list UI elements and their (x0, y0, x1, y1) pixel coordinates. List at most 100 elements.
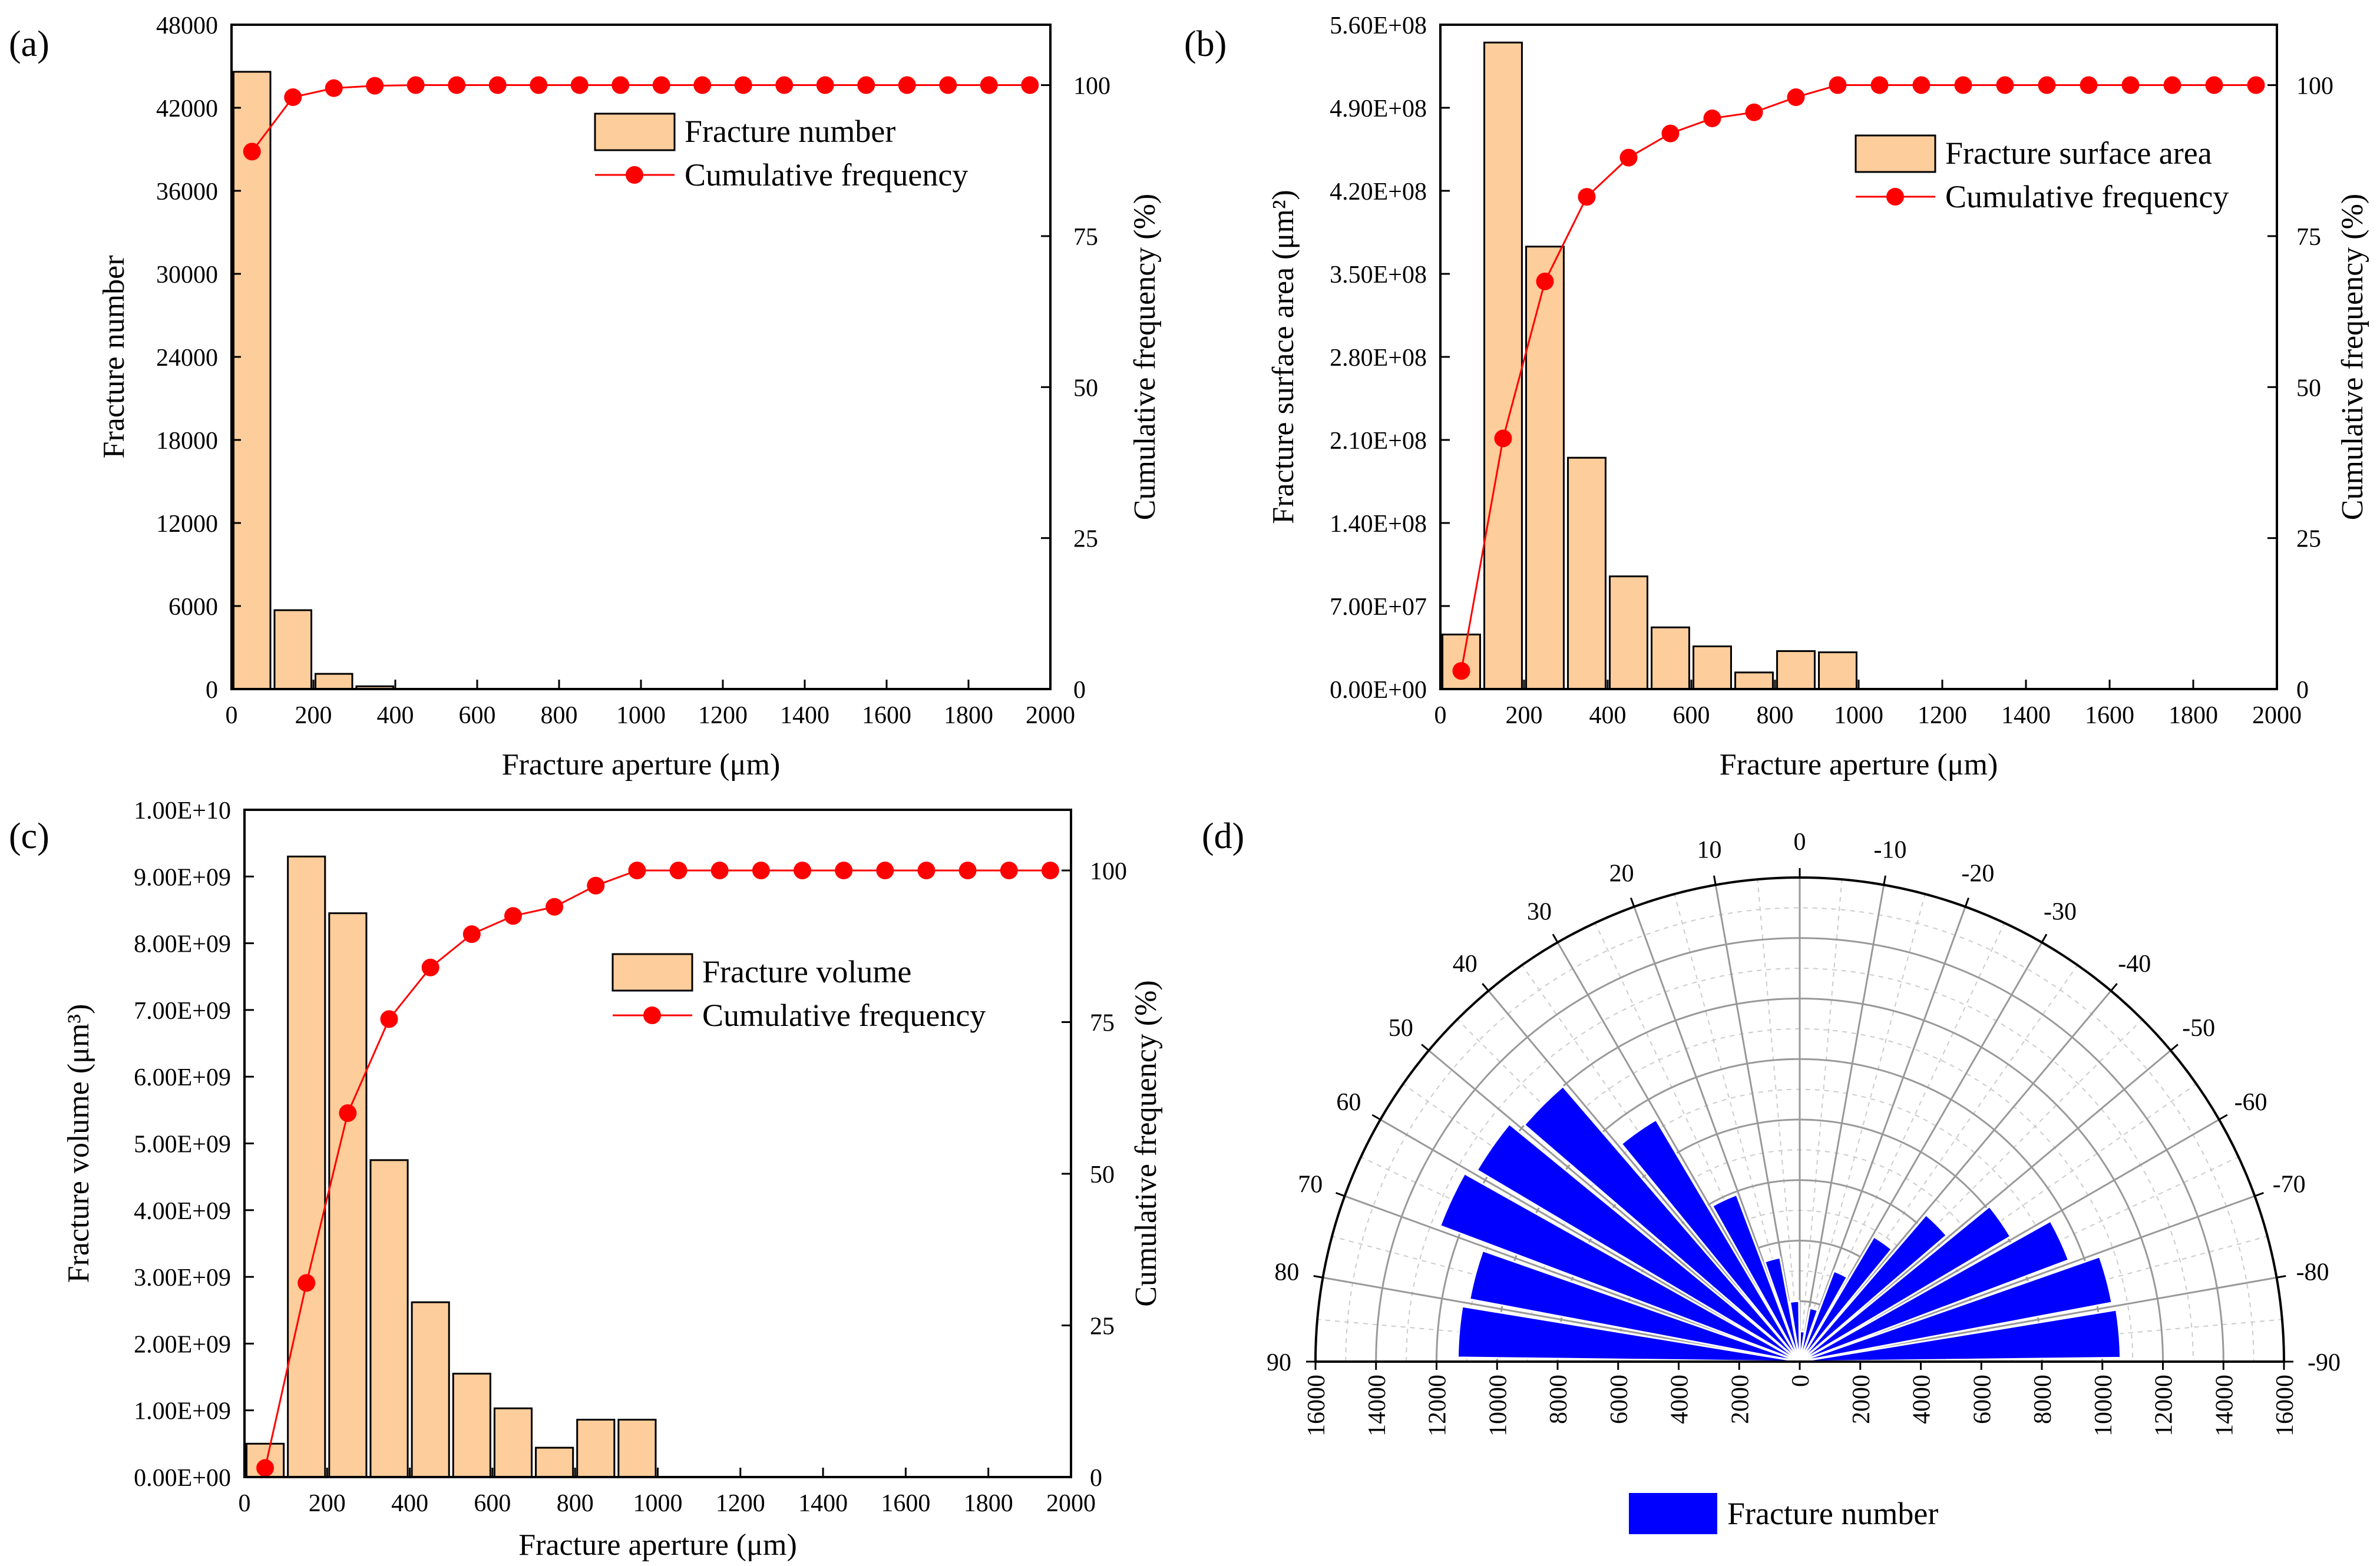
panel-label: (d) (1202, 816, 1244, 856)
cumulative-point (939, 76, 957, 94)
major-grid-spoke (1799, 942, 2043, 1362)
minor-grid-arc (1345, 907, 2255, 1362)
rose-petal (1799, 1213, 1948, 1363)
x-tick-label: 1400 (780, 702, 829, 729)
x-tick-label: 1800 (964, 1490, 1013, 1517)
angle-tick-label: 90 (1267, 1349, 1291, 1376)
cumulative-point (1870, 76, 1889, 94)
y2-tick-label: 25 (2296, 526, 2321, 553)
cumulative-point (1619, 148, 1638, 167)
angle-tick-label: -80 (2296, 1259, 2329, 1286)
cumulative-point (693, 76, 712, 94)
y-axis-title: Fracture number (97, 255, 131, 458)
y-tick-label: 4.20E+08 (1330, 178, 1427, 206)
cumulative-point (504, 907, 522, 925)
cumulative-point (570, 76, 589, 94)
cumulative-point (611, 76, 630, 94)
y2-tick-label: 50 (1090, 1161, 1115, 1188)
angle-tick-mark (2219, 1114, 2228, 1121)
cumulative-point (876, 862, 894, 879)
cumulative-point (1021, 76, 1039, 94)
y-tick-label: 2.00E+09 (134, 1331, 231, 1358)
cumulative-point (1578, 188, 1596, 206)
legend-swatch-bar (594, 112, 676, 151)
angle-tick-mark (2041, 933, 2048, 943)
major-grid-spoke (1799, 990, 2112, 1362)
major-grid-spoke (1799, 1276, 2277, 1363)
cumulative-point (366, 77, 384, 95)
y-tick-label: 4.00E+09 (134, 1198, 231, 1225)
cumulative-point (917, 862, 936, 879)
cumulative-point (669, 862, 687, 879)
y-tick-label: 6000 (168, 594, 218, 621)
angle-tick-label: 10 (1697, 836, 1721, 863)
radial-tick-label: 12000 (2151, 1375, 2178, 1436)
y2-tick-label: 0 (1073, 677, 1086, 704)
angle-tick-mark (1313, 1275, 1323, 1279)
cumulative-point (958, 862, 977, 879)
y-tick-label: 8.00E+09 (134, 931, 231, 958)
panel-label: (b) (1184, 24, 1227, 64)
rose-petal (1456, 1305, 1800, 1363)
cumulative-point (406, 76, 425, 94)
major-grid-spoke (1323, 1276, 1800, 1363)
radial-tick-label: 8000 (1545, 1375, 1572, 1424)
x-tick-label: 400 (391, 1490, 428, 1517)
angle-tick-label: -50 (2182, 1015, 2215, 1042)
y2-tick-label: 0 (2296, 677, 2309, 704)
cumulative-point (488, 76, 507, 94)
x-tick-label: 1600 (862, 702, 911, 729)
y-tick-label: 2.10E+08 (1330, 428, 1427, 455)
x-tick-label: 1200 (1918, 702, 1967, 729)
cumulative-point (710, 862, 729, 879)
y-tick-label: 0.00E+00 (1330, 677, 1427, 704)
major-grid-spoke (1380, 1118, 1800, 1363)
cumulative-point (2038, 76, 2056, 94)
angle-tick-mark (1629, 898, 1635, 908)
y-tick-label: 12000 (156, 511, 218, 538)
rose-petal (1523, 1085, 1801, 1363)
chart-c: (c)0 200 400 600 800 1000 1200 1400 1600 1800 2000… (9, 797, 1163, 1562)
radial-tick-label: 16000 (1303, 1375, 1330, 1436)
x-tick-label: 400 (1589, 702, 1627, 729)
cumulative-point (835, 862, 853, 879)
cumulative-point (652, 76, 670, 94)
x-tick-label: 1800 (2169, 702, 2218, 729)
cumulative-point (752, 862, 770, 879)
rose-petal (1476, 1123, 1800, 1363)
y2-tick-label: 50 (1073, 375, 1098, 402)
legend-swatch-bar (611, 953, 693, 992)
legend-label-bar: Fracture volume (702, 954, 911, 989)
angle-tick-mark (1964, 898, 1970, 908)
radial-tick-label: 6000 (1969, 1375, 1996, 1424)
x-tick-label: 1000 (1834, 702, 1883, 729)
major-grid-spoke (1488, 990, 1801, 1362)
y-tick-label: 1.40E+08 (1330, 511, 1427, 538)
bar (535, 1446, 574, 1478)
y2-axis-title: Cumulative frequency (%) (2336, 194, 2369, 520)
y2-axis-title: Cumulative frequency (%) (1129, 980, 1163, 1306)
cumulative-point (1996, 76, 2014, 94)
y2-axis-title: Cumulative frequency (%) (1128, 194, 1162, 520)
legend-label-line: Cumulative frequency (702, 998, 986, 1033)
cumulative-point (1494, 429, 1512, 448)
y-tick-label: 6.00E+09 (134, 1064, 231, 1091)
plot-frame (1439, 24, 2278, 690)
cumulative-point (1787, 88, 1805, 107)
y2-tick-label: 0 (1090, 1465, 1102, 1492)
y-tick-label: 1.00E+10 (134, 797, 231, 825)
bar (493, 1407, 533, 1478)
legend-swatch-rose (1629, 1493, 1717, 1534)
bar (1483, 41, 1523, 690)
bar (1818, 651, 1857, 690)
y-axis-title: Fracture volume (μm³) (62, 1004, 95, 1283)
major-grid-spoke (1799, 885, 1885, 1362)
y-tick-label: 4.90E+08 (1330, 95, 1427, 123)
x-tick-label: 1200 (698, 702, 748, 729)
x-tick-label: 0 (1434, 702, 1447, 729)
y-tick-label: 18000 (156, 428, 218, 455)
y2-tick-label: 100 (2296, 73, 2333, 100)
major-grid-spoke (1799, 906, 1966, 1362)
y-tick-label: 2.80E+08 (1330, 345, 1427, 372)
angle-tick-label: 50 (1389, 1015, 1413, 1042)
